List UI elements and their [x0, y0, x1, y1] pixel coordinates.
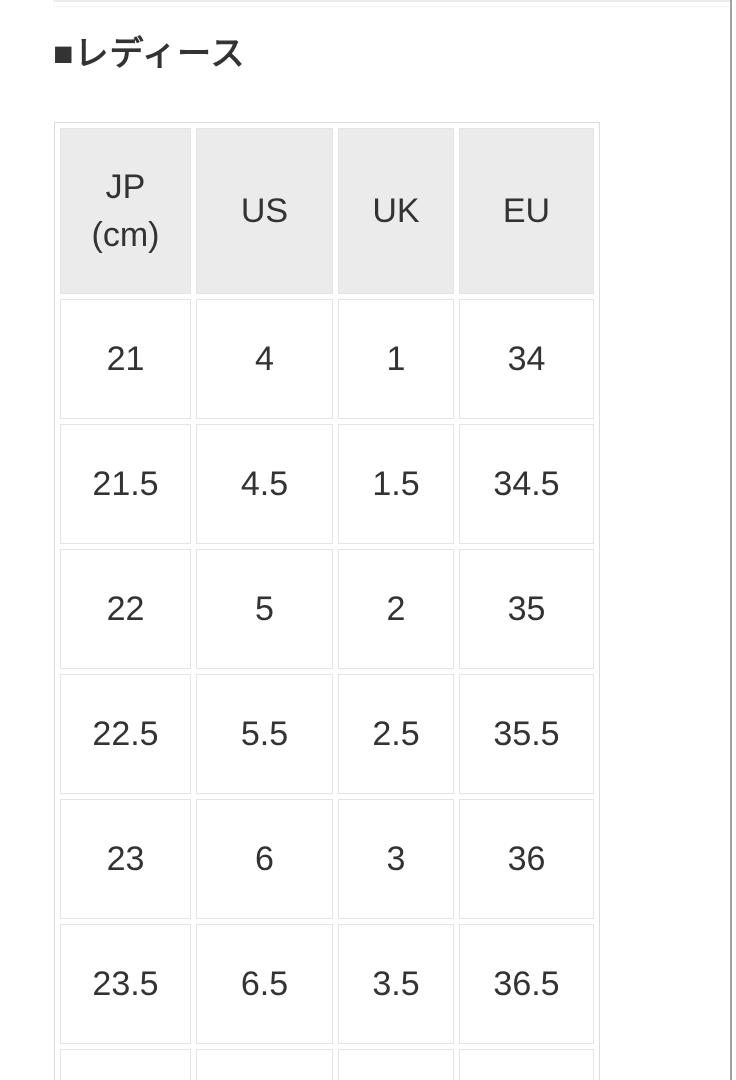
table-body: 21 4 1 34 21.5 4.5 1.5 34.5 22 5 2 35 22…: [60, 299, 594, 1080]
table-row: 21.5 4.5 1.5 34.5: [60, 424, 594, 544]
size-cell-uk: 2.5: [338, 674, 454, 794]
size-cell-eu: 36.5: [459, 924, 594, 1044]
table-row: 23.5 6.5 3.5 36.5: [60, 924, 594, 1044]
column-header-us: US: [196, 128, 333, 294]
size-cell-jp: 22.5: [60, 674, 191, 794]
top-divider: [53, 0, 732, 2]
section-title: ■レディース: [53, 35, 246, 73]
column-header-jp: JP (cm): [60, 128, 191, 294]
size-cell-us: 4.5: [196, 424, 333, 544]
size-cell-us: [196, 1049, 333, 1080]
size-cell-us: 6.5: [196, 924, 333, 1044]
table-row-partial: [60, 1049, 594, 1080]
column-header-eu: EU: [459, 128, 594, 294]
content-edge-border: [730, 0, 732, 1080]
size-cell-eu: 35: [459, 549, 594, 669]
size-cell-uk: 3.5: [338, 924, 454, 1044]
header-row: JP (cm) US UK EU: [60, 128, 594, 294]
size-cell-eu: [459, 1049, 594, 1080]
size-cell-eu: 36: [459, 799, 594, 919]
column-header-us-label: US: [240, 192, 289, 230]
column-header-jp-unit: (cm): [91, 216, 160, 254]
size-cell-uk: 1.5: [338, 424, 454, 544]
size-cell-jp: 21.5: [60, 424, 191, 544]
size-cell-jp: 23.5: [60, 924, 191, 1044]
column-header-uk: UK: [338, 128, 454, 294]
size-cell-us: 6: [196, 799, 333, 919]
size-cell-uk: [338, 1049, 454, 1080]
column-header-uk-label: UK: [372, 192, 420, 230]
table-header: JP (cm) US UK EU: [60, 128, 594, 294]
size-cell-uk: 3: [338, 799, 454, 919]
table-row: 22 5 2 35: [60, 549, 594, 669]
column-header-eu-label: EU: [502, 192, 551, 230]
table-row: 21 4 1 34: [60, 299, 594, 419]
size-cell-jp: 23: [60, 799, 191, 919]
size-cell-us: 5: [196, 549, 333, 669]
size-cell-jp: [60, 1049, 191, 1080]
size-conversion-table: JP (cm) US UK EU 21 4: [54, 122, 600, 1080]
size-cell-eu: 34: [459, 299, 594, 419]
table-row: 22.5 5.5 2.5 35.5: [60, 674, 594, 794]
size-cell-uk: 1: [338, 299, 454, 419]
size-cell-eu: 35.5: [459, 674, 594, 794]
size-cell-eu: 34.5: [459, 424, 594, 544]
size-cell-jp: 22: [60, 549, 191, 669]
table-row: 23 6 3 36: [60, 799, 594, 919]
top-divider-faint: [53, 6, 732, 7]
size-cell-jp: 21: [60, 299, 191, 419]
column-header-jp-label: JP: [105, 168, 146, 206]
size-cell-us: 4: [196, 299, 333, 419]
size-cell-us: 5.5: [196, 674, 333, 794]
size-cell-uk: 2: [338, 549, 454, 669]
